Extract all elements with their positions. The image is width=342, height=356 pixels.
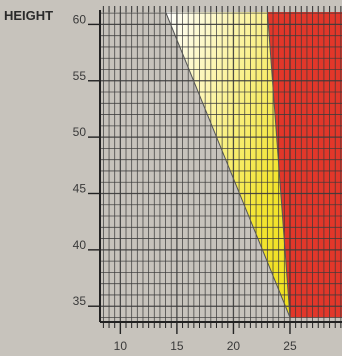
y-tick-label: 55 bbox=[73, 69, 87, 83]
steep-boundary-line bbox=[266, 11, 291, 318]
y-tick-label: 40 bbox=[73, 238, 87, 252]
region-red bbox=[267, 12, 342, 318]
grid-layer bbox=[100, 6, 342, 322]
y-tick-label: 50 bbox=[73, 125, 87, 139]
y-axis-title: HEIGHT bbox=[4, 8, 53, 23]
y-tick-label: 60 bbox=[73, 12, 87, 26]
boundary-lines-layer bbox=[165, 11, 291, 318]
y-tick-label: 45 bbox=[73, 181, 87, 195]
x-tick-label: 20 bbox=[227, 339, 241, 353]
x-tick-label: 25 bbox=[283, 339, 297, 353]
x-tick-label: 15 bbox=[170, 339, 184, 353]
x-tick-label: 10 bbox=[114, 339, 128, 353]
axes-layer: 35 40 45 50 55 60 10 15 20 25 bbox=[73, 10, 342, 353]
y-tick-label: 35 bbox=[73, 294, 87, 308]
diagonal-boundary-line bbox=[165, 11, 291, 318]
